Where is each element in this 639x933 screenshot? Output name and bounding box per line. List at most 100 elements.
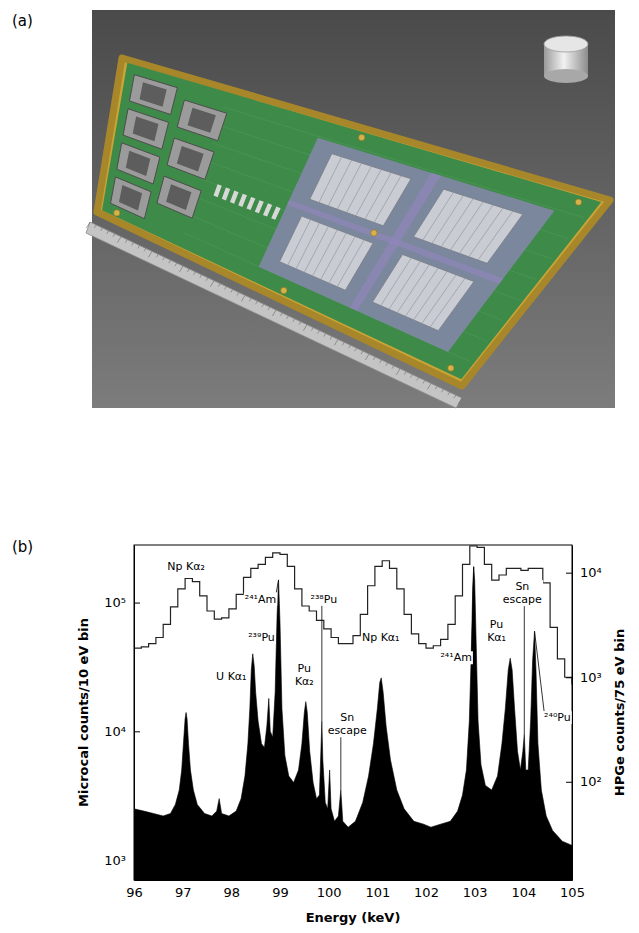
y2-tick-mark — [566, 782, 572, 783]
label-patch — [361, 631, 401, 644]
y-tick-label: 10³ — [104, 853, 126, 868]
y2-axis-line — [572, 546, 573, 881]
label-patch — [543, 711, 572, 724]
x-tick-label: 99 — [272, 885, 289, 900]
connector — [157, 176, 201, 218]
peak-label: ²³⁹Pu — [247, 631, 276, 644]
x-tick: 98 — [224, 874, 241, 900]
ruler-tick — [200, 275, 202, 278]
ruler-tick — [458, 398, 462, 404]
ruler-tick — [303, 325, 307, 331]
y-tick: 10⁵ — [104, 595, 140, 610]
array-line — [319, 157, 342, 203]
x-tick-mark — [475, 874, 476, 880]
array-line — [430, 278, 465, 327]
x-tick-mark — [426, 874, 427, 880]
component — [271, 207, 280, 220]
ruler-tick — [299, 322, 301, 325]
array-line — [328, 160, 351, 206]
ruler-tick — [435, 386, 437, 389]
y2-tick: 10³ — [566, 670, 602, 685]
array-line — [423, 192, 454, 240]
y2-tick: 10⁴ — [566, 565, 602, 580]
array-line — [374, 176, 401, 223]
ruler-tick — [237, 292, 239, 295]
peak-label-text: ²³⁸Pu — [310, 593, 337, 606]
ruler-tick — [148, 251, 152, 257]
label-patch — [166, 560, 206, 573]
screw — [448, 365, 454, 371]
component — [230, 191, 239, 204]
ruler-tick — [107, 231, 109, 234]
peak-label-text: ²⁴¹Am — [245, 593, 276, 606]
peak-label-text: Sn — [340, 711, 354, 724]
y-tick-mark — [134, 731, 140, 732]
array-line — [365, 173, 391, 220]
label-patch — [327, 711, 368, 737]
ruler-tick — [187, 269, 189, 272]
label-patch — [502, 580, 543, 606]
ruler-tick — [113, 234, 115, 237]
ruler-tick — [94, 225, 96, 228]
y-tick-mark — [134, 860, 140, 861]
x-axis-line — [135, 880, 573, 881]
ruler-tick — [380, 360, 382, 363]
ruler-tick — [334, 339, 338, 345]
ruler-tick — [175, 263, 177, 266]
ruler-tick — [361, 351, 363, 354]
ruler-tick — [256, 301, 258, 304]
peak-label: ²³⁸Pu — [309, 593, 338, 606]
peak-label: Snescape — [327, 711, 368, 737]
x-tick-label: 103 — [463, 885, 488, 900]
leader-line — [472, 567, 474, 652]
ruler-tick — [101, 228, 103, 231]
ruler-tick — [268, 307, 270, 310]
metal-can-top — [544, 36, 588, 52]
ruler-tick — [262, 304, 264, 307]
x-tick-label: 102 — [414, 885, 439, 900]
board-frame — [97, 58, 610, 386]
x-tick-mark — [523, 874, 524, 880]
ruler-tick — [194, 272, 196, 275]
x-tick-label: 101 — [365, 885, 390, 900]
x-tick: 104 — [511, 874, 536, 900]
array-line — [414, 271, 448, 320]
peak-label: U Kα₁ — [215, 670, 247, 683]
ruler-tick — [396, 369, 400, 375]
x-tick: 101 — [365, 874, 390, 900]
peak-label-text: Kα₁ — [487, 631, 506, 644]
label-patch — [247, 631, 276, 644]
plot-frame — [134, 545, 572, 880]
sensor-array — [372, 254, 473, 330]
spectrum-line — [134, 546, 572, 685]
screw — [575, 199, 581, 205]
ruler-tick — [318, 331, 320, 334]
ruler-tick — [411, 375, 413, 378]
connector — [167, 138, 214, 179]
screw — [281, 287, 287, 293]
circuit-board — [102, 63, 601, 379]
x-axis-title: Energy (keV) — [306, 910, 401, 925]
ruler-tick — [225, 287, 227, 290]
array-wiring — [350, 238, 504, 352]
x-tick: 100 — [317, 874, 342, 900]
y-tick-label: 10⁴ — [104, 724, 126, 739]
peak-label: Np Kα₂ — [166, 560, 206, 573]
ruler-tick — [231, 289, 233, 292]
ruler-tick — [417, 377, 419, 380]
peak-label-text: Pu — [298, 662, 311, 675]
connector-socket — [188, 108, 216, 133]
ruler-tick — [287, 316, 289, 319]
connector-socket — [133, 116, 159, 141]
ruler-tick — [342, 342, 344, 345]
connector-socket — [166, 184, 191, 210]
ruler-tick — [423, 380, 425, 383]
ruler-tick — [272, 310, 276, 316]
label-patch — [309, 593, 338, 606]
sensor-array — [280, 216, 373, 290]
array-line — [296, 223, 319, 269]
x-tick-label: 104 — [511, 885, 536, 900]
ruler-tick — [163, 257, 165, 260]
peak-label: ²⁴¹Am — [439, 651, 472, 664]
ruler-tick — [442, 389, 444, 392]
